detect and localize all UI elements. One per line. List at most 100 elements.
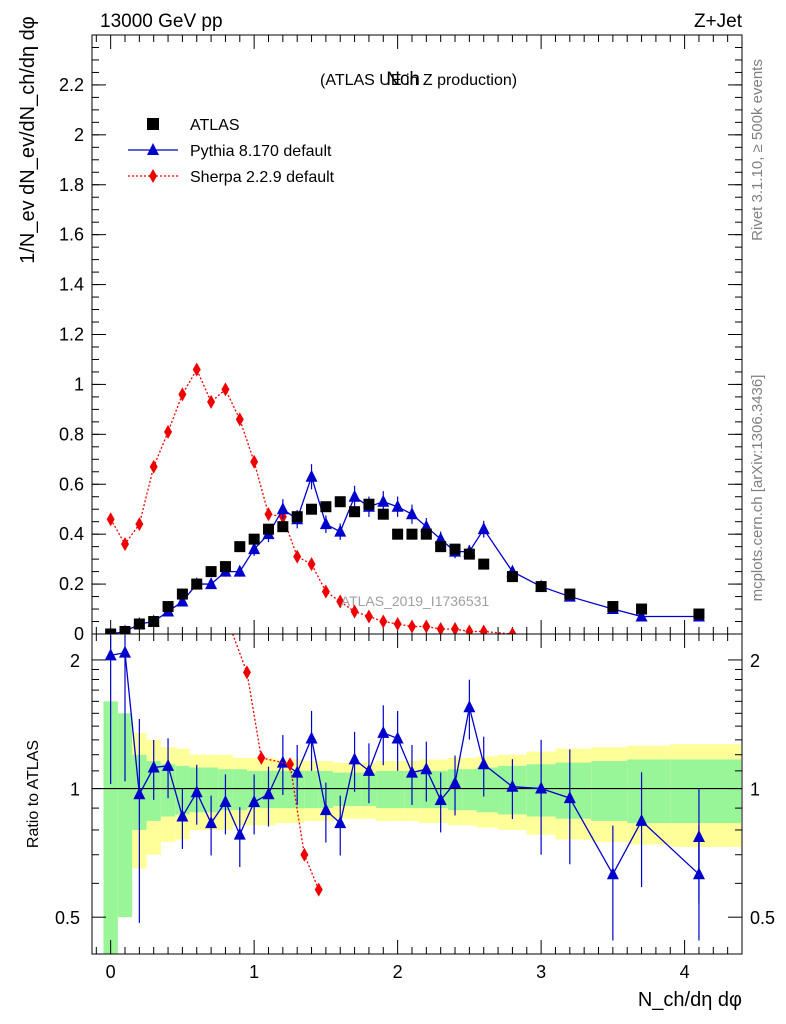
pythia-ratio-point (449, 776, 462, 789)
sherpa-ratio-point (242, 665, 251, 680)
pythia-point (377, 494, 390, 507)
ratio-y-tick-label: 0.5 (55, 908, 80, 928)
pythia-ratio-point (535, 781, 548, 794)
uncertainty-band-inner (117, 713, 133, 918)
pythia-point (348, 489, 361, 502)
plot-title-main: Nch (386, 69, 420, 90)
sherpa-point (379, 614, 388, 629)
pythia-ratio-point (276, 755, 289, 768)
atlas-data-point (148, 616, 160, 628)
atlas-data-point (420, 528, 432, 540)
x-tick-label: 0 (106, 962, 116, 982)
sherpa-point (436, 622, 445, 637)
pythia-ratio-point (248, 795, 261, 808)
ratio-y-tick-label: 1 (70, 780, 80, 800)
y-tick-label: 1 (74, 374, 84, 394)
y-tick-label: 0 (74, 624, 84, 644)
ratio-y-tick-label: 2 (70, 651, 80, 671)
sherpa-point (293, 549, 302, 564)
pythia-ratio-point (162, 758, 175, 771)
uncertainty-band-inner (232, 769, 247, 811)
y-tick-label: 2 (74, 125, 84, 145)
atlas-data-point (449, 543, 461, 555)
atlas-data-point (406, 528, 418, 540)
sherpa-point (135, 517, 144, 532)
atlas-data-point (334, 496, 346, 508)
uncertainty-band-inner (627, 759, 671, 824)
sherpa-ratio-point (286, 757, 295, 772)
sherpa-point (407, 619, 416, 634)
y-axis-label: 1/N_ev dN_ev/dN_ch/dη dφ (17, 16, 39, 264)
pythia-point (205, 577, 218, 590)
atlas-data-point (607, 601, 619, 613)
sherpa-point (350, 604, 359, 619)
pythia-point (405, 507, 418, 520)
sherpa-point (106, 512, 115, 527)
atlas-data-point (219, 561, 231, 573)
pythia-point (305, 469, 318, 482)
sherpa-point (164, 424, 173, 439)
sherpa-point (235, 412, 244, 427)
atlas-data-point (119, 626, 131, 638)
uncertainty-band-inner (476, 767, 499, 813)
sherpa-point (250, 454, 259, 469)
pythia-ratio-point (205, 816, 218, 829)
atlas-data-point (349, 506, 361, 518)
pythia-point (477, 522, 490, 535)
legend-marker-diamond (149, 169, 157, 183)
pythia-point (319, 517, 332, 530)
atlas-data-point (693, 608, 705, 620)
pythia-point (176, 594, 189, 607)
pythia-point (334, 524, 347, 537)
pythia-ratio-point (262, 787, 275, 800)
energy-label: 13000 GeV pp (100, 11, 223, 32)
atlas-data-point (435, 541, 447, 553)
pythia-ratio-line (110, 651, 700, 876)
atlas-data-point (191, 578, 203, 590)
ratio-axis-label: Ratio to ATLAS (25, 740, 42, 848)
sherpa-point (364, 609, 373, 624)
atlas-data-point (636, 603, 648, 615)
legend-label: Sherpa 2.2.9 default (190, 169, 335, 186)
process-label: Z+Jet (694, 11, 743, 32)
main-panel: 0 0.2 0.4 0.6 0.8 1 1.2 1.4 1.6 1.8 2 2.2 Nch (ATLA… (59, 34, 743, 644)
sherpa-point (149, 459, 158, 474)
analysis-id-watermark: ATLAS_2019_I1736531 (341, 593, 490, 609)
sherpa-point (393, 617, 402, 632)
pythia-ratio-point (405, 765, 418, 778)
uncertainty-band-inner (203, 767, 219, 813)
atlas-data-point (506, 571, 518, 583)
sherpa-point (307, 557, 316, 572)
x-tick-label: 3 (536, 962, 546, 982)
atlas-data-point (363, 498, 375, 510)
pythia-point (635, 609, 648, 622)
pythia-ratio-point (506, 779, 519, 792)
pythia-ratio-point (147, 760, 160, 773)
pythia-ratio-point (190, 785, 203, 798)
ratio-y-tick-label-right: 1 (750, 780, 760, 800)
legend-label: ATLAS (190, 117, 240, 134)
uncertainty-band-inner (333, 772, 348, 807)
rivet-label: Rivet 3.1.10, ≥ 500k events (749, 59, 766, 241)
sherpa-point (451, 622, 460, 637)
uncertainty-band-inner (555, 762, 592, 819)
atlas-data-point (291, 511, 303, 523)
pythia-ratio-point (391, 731, 404, 744)
pythia-ratio-point (348, 752, 361, 765)
x-tick-label: 2 (393, 962, 403, 982)
y-axis-label-text: 1/N_ev dN_ev/dN_ch/dη dφ (17, 16, 39, 264)
atlas-data-point (162, 601, 174, 613)
sherpa-point (207, 394, 216, 409)
pythia-point (248, 542, 261, 555)
pythia-ratio-point (233, 827, 246, 840)
uncertainty-band-inner (591, 761, 628, 821)
atlas-data-point (306, 503, 318, 515)
pythia-ratio-point (606, 867, 619, 880)
atlas-data-point (377, 508, 389, 520)
y-tick-label: 1.6 (59, 225, 84, 245)
pythia-ratio-point (119, 645, 132, 658)
ratio-axis-ticks: 0.5 0.5 1 1 2 2 0 1 2 3 4 (55, 634, 775, 982)
sherpa-ratio-point (300, 847, 309, 862)
legend-marker-square (147, 118, 159, 130)
